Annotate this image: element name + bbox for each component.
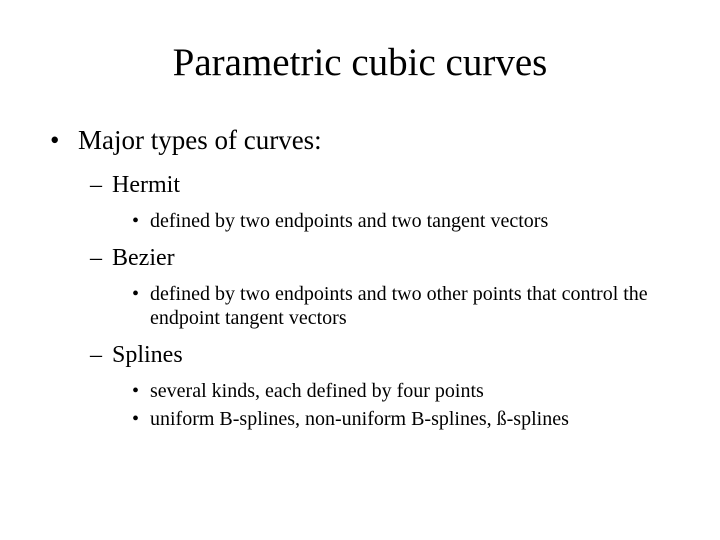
slide: Parametric cubic curves • Major types of… bbox=[0, 40, 720, 540]
list-item-label: several kinds, each defined by four poin… bbox=[150, 379, 660, 403]
slide-title: Parametric cubic curves bbox=[0, 40, 720, 85]
list-item-label: Bezier bbox=[112, 245, 680, 272]
bullet-dash-icon: – bbox=[90, 342, 112, 369]
bullet-dot-icon: • bbox=[132, 209, 150, 233]
bullet-dot-icon: • bbox=[132, 407, 150, 431]
list-item-splines: – Splines bbox=[90, 342, 680, 369]
list-item-splines-detail-2: • uniform B-splines, non-uniform B-splin… bbox=[132, 407, 660, 431]
bullet-dash-icon: – bbox=[90, 245, 112, 272]
bullet-dot-icon: • bbox=[132, 379, 150, 403]
list-item-bezier-detail: • defined by two endpoints and two other… bbox=[132, 282, 660, 330]
list-item-label: Hermit bbox=[112, 172, 680, 199]
slide-content: • Major types of curves: – Hermit • defi… bbox=[50, 125, 680, 431]
list-item-label: Major types of curves: bbox=[78, 125, 680, 156]
list-item-hermit: – Hermit bbox=[90, 172, 680, 199]
list-item-label: defined by two endpoints and two tangent… bbox=[150, 209, 660, 233]
list-item-bezier: – Bezier bbox=[90, 245, 680, 272]
bullet-dot-icon: • bbox=[132, 282, 150, 330]
list-item-major-types: • Major types of curves: bbox=[50, 125, 680, 156]
bullet-dash-icon: – bbox=[90, 172, 112, 199]
list-item-label: defined by two endpoints and two other p… bbox=[150, 282, 660, 330]
bullet-dot-icon: • bbox=[50, 125, 78, 156]
list-item-splines-detail-1: • several kinds, each defined by four po… bbox=[132, 379, 660, 403]
list-item-hermit-detail: • defined by two endpoints and two tange… bbox=[132, 209, 660, 233]
list-item-label: Splines bbox=[112, 342, 680, 369]
list-item-label: uniform B-splines, non-uniform B-splines… bbox=[150, 407, 660, 431]
